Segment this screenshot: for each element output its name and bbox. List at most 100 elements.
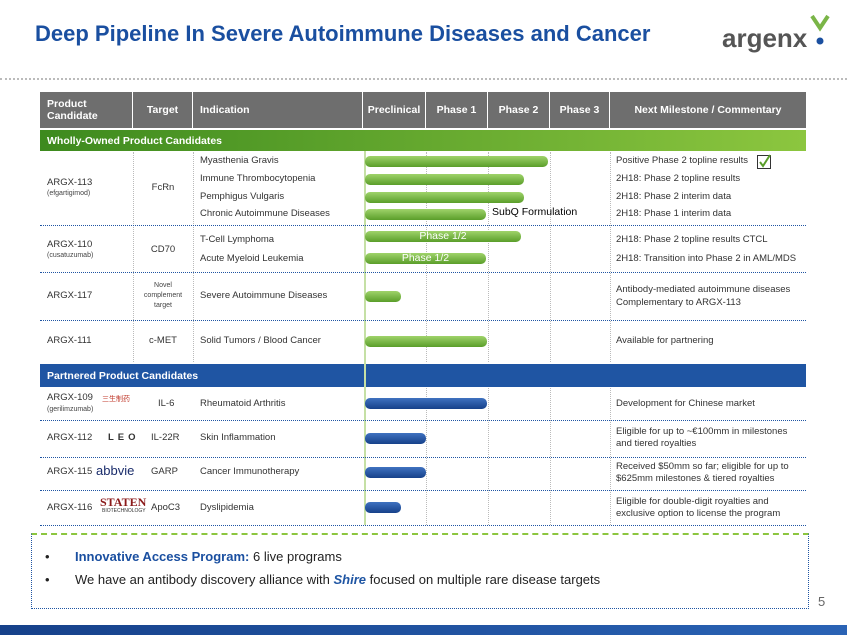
bottom-band — [0, 625, 847, 635]
col-line — [610, 388, 611, 525]
row-line — [40, 272, 806, 273]
bullet-text: Innovative Access Program: 6 live progra… — [75, 549, 342, 564]
product: ARGX-109 — [47, 392, 93, 403]
milestone: 2H18: Phase 2 topline results — [616, 173, 741, 184]
col-line — [133, 152, 134, 362]
page-number: 5 — [818, 594, 826, 609]
col-header: Next Milestone / Commentary — [610, 92, 806, 128]
col-line — [193, 152, 194, 362]
col-header: Preclinical — [363, 92, 426, 128]
target: ApoC3 — [151, 502, 181, 513]
partner-logo: LEO — [108, 432, 140, 443]
row-line — [40, 420, 806, 421]
phase-bar — [365, 253, 486, 264]
bullet-start: We have an antibody discovery alliance w… — [75, 572, 330, 587]
target: IL-6 — [158, 398, 175, 409]
product: ARGX-117 — [47, 290, 93, 301]
generic-name: (cusatuzumab) — [47, 252, 94, 259]
phase-bar — [365, 231, 521, 242]
indication: Severe Autoimmune Diseases — [200, 290, 328, 301]
divider — [0, 78, 847, 80]
bar-label: Phase 1/2 — [401, 252, 450, 264]
generic-name: (efgartigimod) — [47, 190, 91, 197]
product: ARGX-110 — [47, 239, 93, 250]
col-header: Phase 2 — [488, 92, 550, 128]
target: FcRn — [151, 182, 175, 193]
product: ARGX-112 — [47, 432, 93, 443]
partner-logo: BIOTECHNOLOGY — [102, 508, 146, 514]
milestone: 2H18: Transition into Phase 2 in AML/MDS — [616, 253, 797, 264]
bullet: • — [45, 572, 50, 587]
product: ARGX-116 — [47, 502, 93, 513]
phase-bar — [365, 156, 548, 167]
check-icon — [757, 154, 771, 169]
section-bar — [40, 130, 806, 151]
section-title: Partnered Product Candidates — [47, 370, 199, 382]
generic-name: (gerilimzumab) — [47, 406, 94, 413]
phase-bar — [365, 192, 524, 203]
col-header: Phase 1 — [426, 92, 488, 128]
col-line — [550, 152, 551, 362]
milestone: 2H18: Phase 2 interim data — [616, 191, 732, 202]
milestone: Available for partnering — [616, 335, 714, 346]
milestone: Complementary to ARGX-113 — [616, 297, 741, 308]
partner-logo: Shire — [333, 572, 366, 587]
phase-bar — [365, 291, 401, 302]
milestone: Development for Chinese market — [616, 398, 755, 409]
row-line — [40, 490, 806, 491]
indication: Myasthenia Gravis — [200, 155, 279, 166]
milestone: Positive Phase 2 topline results — [616, 155, 749, 166]
target: Novel complement target — [143, 282, 183, 309]
phase-bar — [365, 502, 401, 513]
product: ARGX-111 — [47, 335, 92, 346]
footer-box — [31, 533, 809, 609]
col-line — [488, 152, 489, 362]
target: GARP — [151, 466, 178, 477]
bullet-bold: Innovative Access Program: — [75, 549, 250, 564]
col-line — [488, 388, 489, 525]
phase-bar — [365, 467, 426, 478]
bullet-rest: 6 live programs — [253, 549, 342, 564]
section-bar — [40, 364, 806, 387]
milestone: Received $50mm so far; eligible for up t… — [616, 461, 789, 484]
bullet: • — [45, 549, 50, 564]
phase-bar — [365, 174, 524, 185]
product: ARGX-115 — [47, 466, 93, 477]
row-line — [40, 225, 806, 226]
col-line — [426, 388, 427, 525]
bullet-rest: focused on multiple rare disease targets — [369, 572, 601, 587]
phase-bar — [365, 433, 426, 444]
target: CD70 — [150, 244, 176, 255]
col-header: Target — [133, 92, 193, 128]
row-line — [40, 525, 806, 526]
product: ARGX-113 — [47, 177, 93, 188]
col-line — [610, 152, 611, 362]
phase-bar — [365, 398, 487, 409]
phase-bar — [365, 336, 487, 347]
indication: Immune Thrombocytopenia — [200, 173, 316, 184]
col-header: Phase 3 — [550, 92, 610, 128]
partner-logo: abbvie — [96, 463, 135, 478]
logo: argenx — [722, 23, 808, 53]
partner-logo: 三生制药 — [102, 396, 130, 403]
indication: Pemphigus Vulgaris — [200, 191, 285, 202]
indication: Dyslipidemia — [200, 502, 254, 513]
col-header: Indication — [193, 92, 363, 128]
section-title: Wholly-Owned Product Candidates — [47, 135, 223, 147]
milestone: Eligible for double-digit royalties and … — [616, 496, 781, 519]
indication: Acute Myeloid Leukemia — [200, 253, 304, 264]
target: IL-22R — [151, 432, 180, 443]
indication: Chronic Autoimmune Diseases — [200, 208, 330, 219]
phase-bar — [365, 209, 486, 220]
bullet-text: We have an antibody discovery alliance w… — [75, 572, 600, 587]
row-line — [40, 457, 806, 458]
indication: Skin Inflammation — [200, 432, 276, 443]
bar-note: SubQ Formulation — [492, 206, 578, 218]
indication: Cancer Immunotherapy — [200, 466, 300, 477]
milestone: Eligible for up to ~€100mm in milestones… — [616, 426, 788, 449]
milestone: 2H18: Phase 1 interim data — [616, 208, 732, 219]
title: Deep Pipeline In Severe Autoimmune Disea… — [35, 21, 651, 46]
col-line — [550, 388, 551, 525]
milestone: Antibody-mediated autoimmune diseases — [616, 284, 791, 295]
